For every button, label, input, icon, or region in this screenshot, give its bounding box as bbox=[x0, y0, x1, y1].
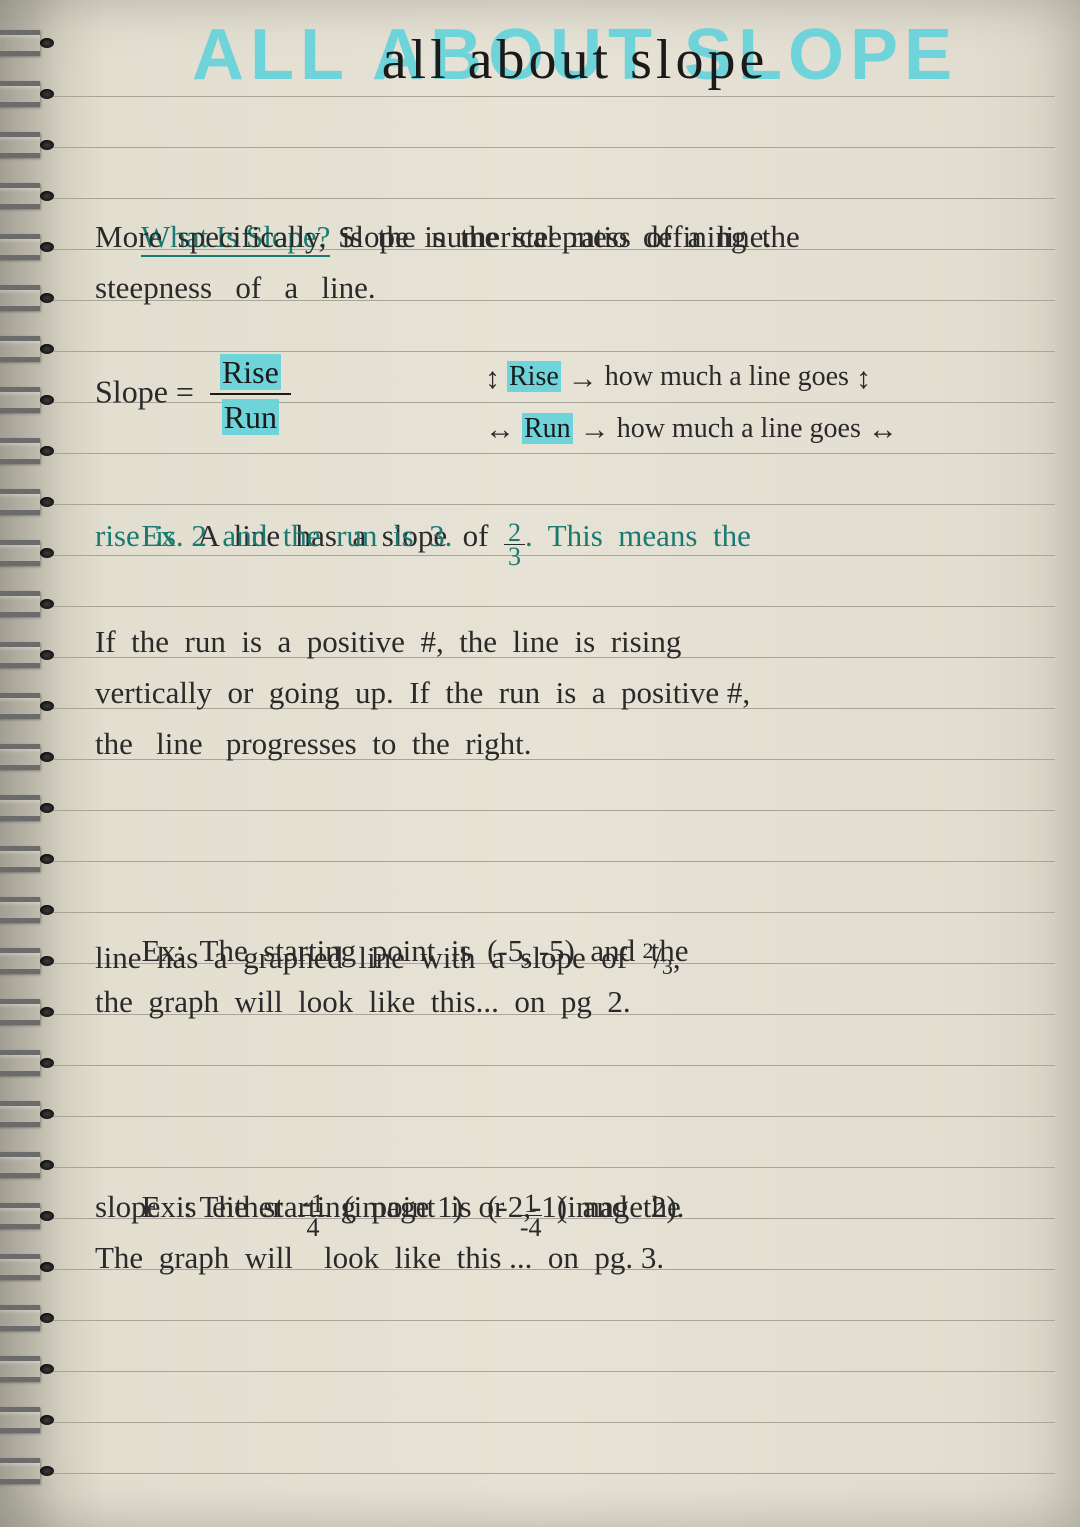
legend-rise-label: Rise bbox=[507, 361, 561, 392]
spiral-ring bbox=[0, 489, 40, 515]
spiral-ring bbox=[0, 234, 40, 260]
legend-run-desc: how much a line goes bbox=[610, 413, 868, 444]
text-line: the line progresses to the right. bbox=[95, 718, 532, 769]
formula-lhs: Slope = bbox=[95, 373, 202, 409]
legend-rise-row: ↕ Rise → how much a line goes ↕ bbox=[485, 352, 898, 404]
spiral-ring bbox=[0, 1356, 40, 1382]
ruled-line bbox=[50, 810, 1055, 811]
spiral-ring bbox=[0, 387, 40, 413]
formula-denominator: Run bbox=[222, 399, 279, 435]
text-line: rise is 2 and the run is 3. bbox=[95, 510, 452, 561]
legend-run-row: ↔ Run → how much a line goes ↔ bbox=[485, 404, 898, 456]
fraction-2-3: 23 bbox=[504, 522, 525, 568]
spiral-ring bbox=[0, 1458, 40, 1484]
spiral-ring bbox=[0, 1101, 40, 1127]
spiral-ring bbox=[0, 30, 40, 56]
ruled-line bbox=[50, 1371, 1055, 1372]
leftright-arrow-icon: ↔ bbox=[485, 405, 515, 455]
fraction-2-3-inline: 2/3 bbox=[643, 944, 673, 975]
notebook-page: ALL ABOUT SLOPE all about slope What Is … bbox=[0, 0, 1080, 1527]
ruled-line bbox=[50, 147, 1055, 148]
title-script-text: all about slope bbox=[382, 28, 769, 92]
fraction-den: 3 bbox=[662, 954, 673, 979]
text-line: If the run is a positive #, the line is … bbox=[95, 616, 681, 667]
spiral-ring bbox=[0, 1152, 40, 1178]
ruled-line bbox=[50, 1320, 1055, 1321]
spiral-ring bbox=[0, 693, 40, 719]
ruled-line bbox=[50, 96, 1055, 97]
right-arrow-icon: → bbox=[580, 405, 610, 455]
text-line: slope is either -14 (image 1) or 1-4 (im… bbox=[95, 1181, 684, 1233]
fraction-den: 3 bbox=[504, 545, 525, 568]
ruled-line bbox=[50, 1065, 1055, 1066]
spiral-ring bbox=[0, 183, 40, 209]
text-line: More specifically, is the numerical rati… bbox=[95, 211, 800, 262]
right-arrow-icon: → bbox=[568, 354, 598, 404]
text-span: slope is either bbox=[95, 1189, 298, 1224]
updown-arrow-icon: ↕ bbox=[856, 354, 871, 404]
updown-arrow-icon: ↕ bbox=[485, 354, 500, 404]
text-span: line has a graphed line with a slope of bbox=[95, 940, 643, 975]
text-line: . This means the bbox=[525, 518, 751, 553]
spiral-ring bbox=[0, 642, 40, 668]
spiral-ring bbox=[0, 744, 40, 770]
spiral-ring bbox=[0, 1254, 40, 1280]
legend-run-label: Run bbox=[522, 413, 573, 444]
text-line: steepness of a line. bbox=[95, 262, 376, 313]
text-line: the graph will look like this... on pg 2… bbox=[95, 976, 631, 1027]
spiral-ring bbox=[0, 591, 40, 617]
formula-numerator: Rise bbox=[220, 354, 281, 390]
spiral-ring bbox=[0, 438, 40, 464]
slope-formula: Slope = Rise Run bbox=[95, 354, 291, 436]
spiral-ring bbox=[0, 999, 40, 1025]
spiral-ring bbox=[0, 1050, 40, 1076]
spiral-binding bbox=[0, 0, 60, 1527]
ruled-line bbox=[50, 1422, 1055, 1423]
text-span: (image 1) or bbox=[328, 1189, 520, 1224]
spiral-ring bbox=[0, 540, 40, 566]
text-span: (image 2). bbox=[542, 1189, 685, 1224]
spiral-ring bbox=[0, 897, 40, 923]
spiral-ring bbox=[0, 285, 40, 311]
spiral-ring bbox=[0, 948, 40, 974]
spiral-ring bbox=[0, 1203, 40, 1229]
spiral-ring bbox=[0, 132, 40, 158]
spiral-ring bbox=[0, 1305, 40, 1331]
formula-fraction: Rise Run bbox=[210, 354, 291, 436]
text-line: The graph will look like this ... on pg.… bbox=[95, 1232, 664, 1283]
leftright-arrow-icon: ↔ bbox=[868, 405, 898, 455]
spiral-ring bbox=[0, 336, 40, 362]
text-line: vertically or going up. If the run is a … bbox=[95, 667, 750, 718]
ruled-line bbox=[50, 1116, 1055, 1117]
ruled-line bbox=[50, 861, 1055, 862]
spiral-ring bbox=[0, 795, 40, 821]
text-span: , bbox=[673, 940, 681, 975]
spiral-ring bbox=[0, 1407, 40, 1433]
ruled-line bbox=[50, 1473, 1055, 1474]
spiral-ring bbox=[0, 81, 40, 107]
legend-rise-desc: how much a line goes bbox=[598, 361, 856, 392]
formula-legend: ↕ Rise → how much a line goes ↕ ↔ Run → … bbox=[485, 352, 898, 455]
fraction-num: 2 bbox=[643, 938, 654, 963]
spiral-ring bbox=[0, 846, 40, 872]
